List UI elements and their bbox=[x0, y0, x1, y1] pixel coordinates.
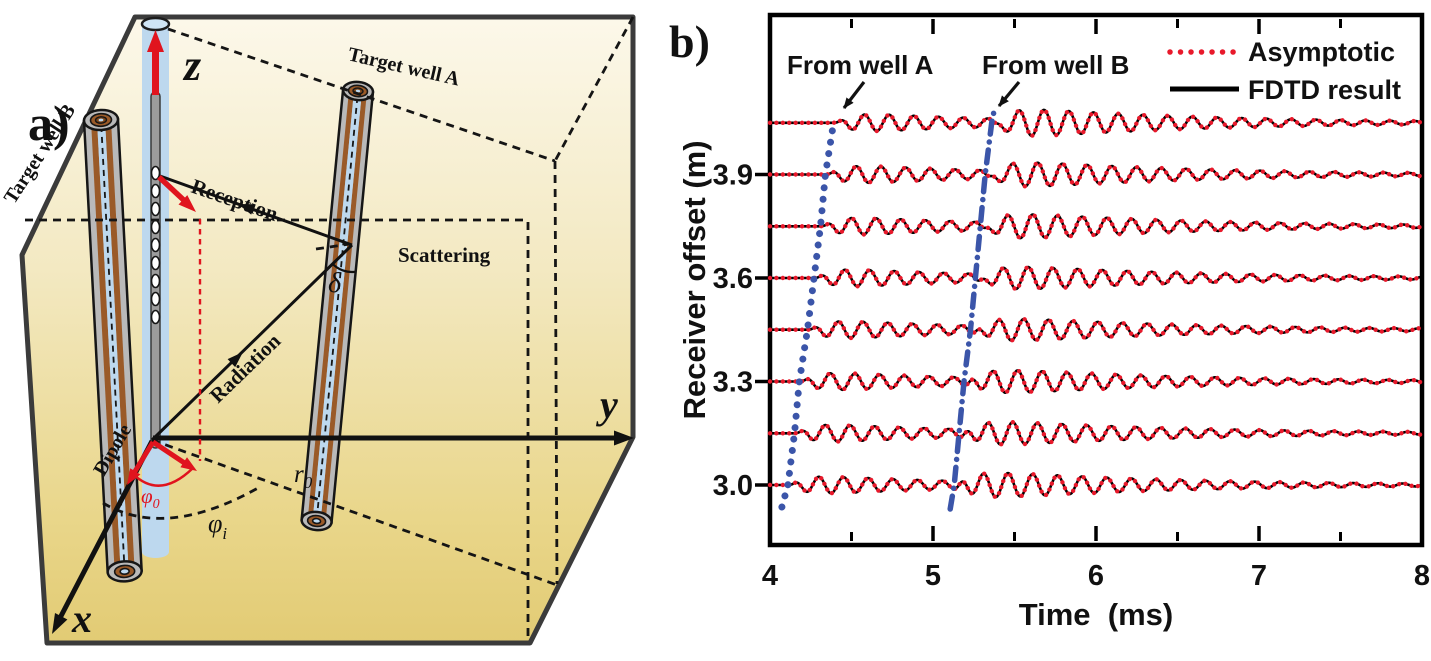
x-axis-title: Time (ms) bbox=[1019, 597, 1173, 632]
y-axis-title: Receiver offset (m) bbox=[677, 140, 712, 419]
x-tick-label: 5 bbox=[925, 560, 941, 592]
y-axis-arrowhead-icon bbox=[614, 430, 634, 446]
y-tick-label: 3.3 bbox=[713, 367, 753, 399]
y-axis-label: y bbox=[596, 382, 618, 427]
delta-label: δ bbox=[328, 268, 342, 299]
dipole-arrow-left bbox=[131, 440, 156, 475]
scatter-reference-dash bbox=[315, 242, 351, 251]
from-well-b-arrow bbox=[997, 80, 1021, 108]
y-tick-label: 3.0 bbox=[713, 470, 753, 502]
dipole-arrow-right bbox=[151, 439, 188, 467]
reception-arrowhead-icon bbox=[238, 204, 255, 215]
x-tick-label: 6 bbox=[1088, 560, 1104, 592]
radiation-arrowhead-icon bbox=[227, 352, 243, 368]
from-well-b-annotation: From well B bbox=[982, 50, 1129, 80]
reception-ray bbox=[159, 174, 353, 247]
x-axis-label: x bbox=[71, 596, 92, 641]
from-well-a-arrow bbox=[842, 81, 866, 109]
radiation-ray bbox=[150, 243, 354, 442]
x-tick-label: 7 bbox=[1251, 560, 1267, 592]
panel-b-label: b) bbox=[669, 16, 710, 67]
r0-label: r0 bbox=[294, 461, 313, 492]
y-tick-label: 3.6 bbox=[713, 263, 753, 295]
diagram-panel: a) z y x Target well A Target well B Rec… bbox=[0, 14, 636, 646]
z-axis-label: z bbox=[182, 41, 201, 90]
x-tick-label: 8 bbox=[1414, 560, 1430, 592]
waveform-chart: 4 5 6 7 8 3.0 3.3 3.6 3.9 b) Time (ms) Receiver … bbox=[669, 12, 1430, 632]
x-axis-arrowhead-icon bbox=[52, 613, 68, 634]
r0-distance-line bbox=[151, 438, 558, 587]
source-receiver-borehole bbox=[140, 16, 171, 558]
asymptotic-trace bbox=[767, 160, 1425, 189]
target-well-b bbox=[82, 108, 143, 583]
receiver-array bbox=[150, 165, 161, 325]
asymptotic-trace bbox=[767, 419, 1425, 447]
y-tick-label: 3.9 bbox=[713, 160, 753, 192]
target-well-a bbox=[300, 80, 375, 532]
ray-paths bbox=[150, 174, 354, 442]
phi-i-label: φi bbox=[208, 509, 227, 543]
from-well-a-annotation: From well A bbox=[787, 50, 934, 80]
legend: Asymptotic FDTD result bbox=[1167, 37, 1401, 105]
well-b-arrival-curve bbox=[947, 110, 997, 512]
asymptotic-trace bbox=[767, 212, 1425, 241]
scattering-label: Scattering bbox=[398, 243, 491, 267]
panel-a-label: a) bbox=[28, 95, 70, 151]
red-arrows bbox=[127, 30, 202, 487]
asymptotic-trace bbox=[767, 368, 1425, 395]
legend-fdtd-label: FDTD result bbox=[1248, 75, 1401, 105]
asymptotic-trace bbox=[767, 107, 1425, 138]
phi0-arc bbox=[132, 467, 194, 487]
phi0-label: φ0 bbox=[141, 484, 160, 512]
legend-asymptotic-label: Asymptotic bbox=[1248, 37, 1395, 67]
annotations: From well A From well B bbox=[787, 50, 1129, 109]
asymptotic-trace bbox=[767, 316, 1425, 343]
z-axis-arrowhead-icon bbox=[147, 30, 164, 52]
asymptotic-trace bbox=[767, 264, 1425, 292]
asymptotic-trace bbox=[767, 470, 1425, 500]
x-tick-label: 4 bbox=[762, 560, 778, 592]
